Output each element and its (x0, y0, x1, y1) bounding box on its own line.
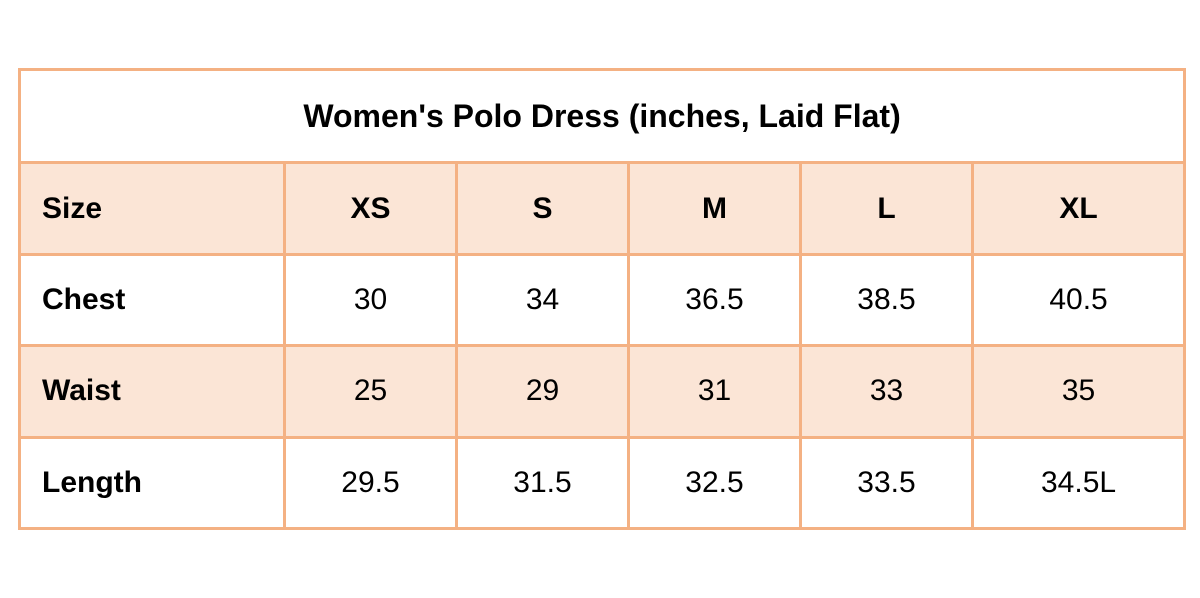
cell-length-m: 32.5 (627, 435, 802, 531)
size-chart-table: Women's Polo Dress (inches, Laid Flat) S… (17, 67, 1187, 531)
table-title-row: Women's Polo Dress (inches, Laid Flat) (17, 67, 1187, 165)
row-label-chest: Chest (18, 252, 286, 348)
cell-chest-l: 38.5 (799, 252, 974, 348)
cell-waist-xl: 35 (970, 344, 1187, 439)
cell-chest-s: 34 (455, 252, 630, 348)
cell-waist-xs: 25 (283, 344, 458, 439)
row-label-waist: Waist (18, 344, 286, 439)
cell-waist-l: 33 (799, 344, 974, 439)
cell-length-xs: 29.5 (283, 435, 458, 531)
table-row-chest: Chest 30 34 36.5 38.5 40.5 (18, 252, 1187, 348)
cell-chest-m: 36.5 (627, 252, 802, 348)
size-header-row: Size XS S M L XL (18, 161, 1187, 256)
cell-length-xl: 34.5L (970, 435, 1187, 531)
size-header-xs: XS (283, 161, 458, 256)
cell-waist-m: 31 (627, 344, 802, 439)
size-header-xl: XL (970, 161, 1187, 256)
cell-chest-xl: 40.5 (970, 252, 1187, 348)
table-title: Women's Polo Dress (inches, Laid Flat) (17, 67, 1187, 165)
cell-length-l: 33.5 (799, 435, 974, 531)
row-label-length: Length (18, 435, 286, 531)
cell-chest-xs: 30 (283, 252, 458, 348)
size-header-s: S (455, 161, 630, 256)
size-header-label: Size (18, 161, 286, 256)
table-row-length: Length 29.5 31.5 32.5 33.5 34.5L (18, 435, 1187, 531)
cell-waist-s: 29 (455, 344, 630, 439)
table-row-waist: Waist 25 29 31 33 35 (18, 344, 1187, 439)
cell-length-s: 31.5 (455, 435, 630, 531)
size-header-l: L (799, 161, 974, 256)
size-header-m: M (627, 161, 802, 256)
